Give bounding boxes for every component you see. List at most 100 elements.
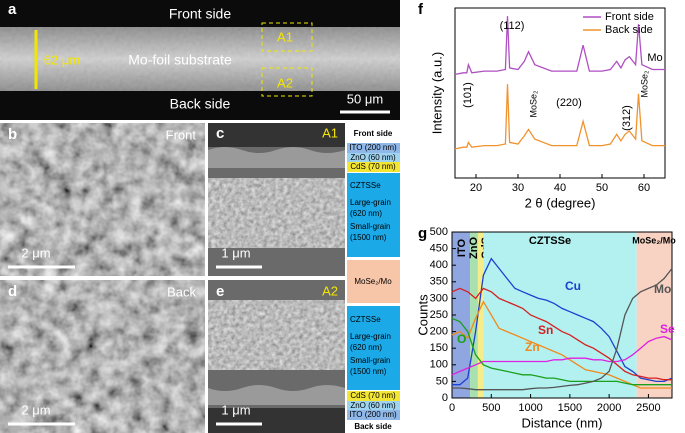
absorber [208, 178, 345, 248]
label: ZnO (60 nm) [350, 153, 396, 162]
label: A1 [277, 29, 293, 44]
region [470, 232, 478, 398]
region-label: ZnO [468, 237, 480, 259]
x-axis-label: 2 θ (degree) [525, 195, 596, 210]
layer [208, 147, 345, 168]
label: 2 μm [21, 245, 50, 260]
panel-label: b [8, 126, 17, 143]
label: (1500 nm) [350, 367, 387, 376]
foil-texture [0, 27, 400, 91]
region [452, 232, 471, 398]
annotation: (312) [621, 105, 633, 131]
x-tick-label: 1500 [558, 402, 582, 414]
annotation: (101) [462, 82, 474, 108]
x-tick-label: 2000 [597, 402, 621, 414]
region [477, 232, 484, 398]
y-tick-label: 250 [430, 309, 448, 321]
annotation: Mo [647, 52, 662, 64]
panel-a: a Front side Mo-foil substrate Back side… [0, 0, 400, 120]
series-line [454, 16, 665, 76]
series-line [451, 287, 672, 381]
label: CdS (70 nm) [350, 391, 396, 400]
series-label: Zn [525, 340, 540, 354]
label: 1 μm [221, 402, 250, 417]
label: 50 μm [347, 91, 383, 106]
label: Front [166, 127, 197, 142]
label: (1500 nm) [350, 233, 387, 242]
label: Front side [354, 129, 393, 138]
layer [347, 260, 400, 303]
y-tick-label: 50 [436, 375, 448, 387]
layer [208, 385, 345, 405]
region-label: ITO [456, 238, 468, 257]
series-label: Sn [538, 323, 553, 337]
legend-label: Front side [605, 11, 654, 23]
panel-b: b Front 2 μm [0, 123, 205, 276]
annotation: (112) [500, 20, 525, 32]
series-line [451, 335, 673, 376]
x-tick-label: 50 [596, 182, 608, 194]
x-tick-label: 2500 [636, 402, 660, 414]
label: CdS (70 nm) [350, 162, 396, 171]
region-label: MoSe₂/Mo [632, 235, 676, 245]
legend-label: Back side [605, 24, 653, 36]
y-tick-label: 500 [430, 226, 448, 238]
panel-label: d [8, 283, 17, 300]
label: 2 μm [21, 402, 50, 417]
label: Front side [169, 6, 231, 22]
label: A2 [322, 283, 338, 298]
label: Small-grain [350, 356, 390, 365]
series-line [454, 84, 665, 150]
layer [347, 143, 400, 153]
label: A1 [322, 125, 338, 140]
panel-label: a [8, 1, 17, 18]
series-label: Mo [654, 282, 671, 296]
region [483, 232, 637, 398]
y-tick-label: 200 [430, 326, 448, 338]
y-tick-label: 400 [430, 259, 448, 271]
y-tick-label: 300 [430, 292, 448, 304]
label: Small-grain [350, 222, 390, 231]
layer [347, 173, 400, 257]
panel-e: e A2 1 μm [208, 280, 345, 433]
layer [347, 306, 400, 390]
label: Back side [354, 422, 392, 431]
panel-label: e [216, 283, 224, 300]
x-axis-label: Distance (nm) [522, 415, 603, 430]
y-tick-label: 350 [430, 276, 448, 288]
layer [347, 391, 400, 401]
annotation: MoSe₂ [639, 70, 649, 98]
vacuum [208, 123, 345, 147]
label: ZnO (60 nm) [350, 401, 396, 410]
y-tick-label: 0 [442, 392, 448, 404]
y-tick-label: 150 [430, 342, 448, 354]
x-tick-label: 500 [482, 402, 500, 414]
panel-c: c A1 1 μm [208, 123, 345, 276]
x-tick-label: 20 [470, 182, 482, 194]
x-tick-label: 30 [512, 182, 524, 194]
x-tick-label: 0 [449, 402, 455, 414]
panel-label: g [418, 225, 427, 242]
y-axis-label: Counts [415, 294, 430, 336]
layer [347, 162, 400, 172]
region [636, 232, 672, 398]
series-line [452, 257, 673, 386]
series-line [452, 268, 673, 391]
y-tick-label: 100 [430, 359, 448, 371]
panel-label: c [216, 125, 224, 142]
panel-d: d Back 2 μm [0, 280, 205, 433]
micrograph [0, 123, 205, 276]
layer [347, 401, 400, 410]
layer-stack: Front side ITO (200 nm) ZnO (60 nm) CdS … [347, 129, 400, 431]
series-label: O [457, 332, 466, 346]
label: 62 μm [44, 52, 80, 67]
label: (620 nm) [350, 209, 382, 218]
vacuum [208, 408, 345, 433]
label: Mo-foil substrate [128, 52, 232, 68]
x-tick-label: 40 [554, 182, 566, 194]
series-line [451, 300, 672, 389]
region-label: CZTSSe [529, 235, 571, 247]
label: CZTSSe [350, 315, 381, 324]
